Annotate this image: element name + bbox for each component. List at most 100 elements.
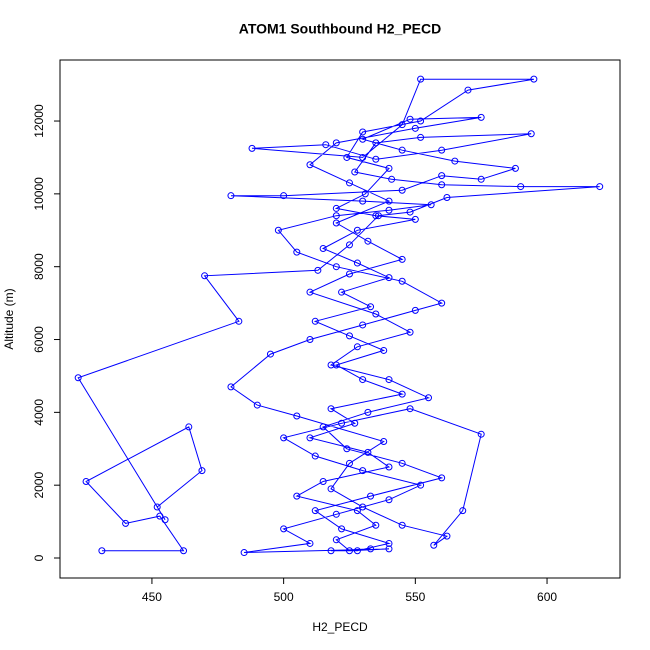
data-point xyxy=(385,164,393,172)
data-point xyxy=(306,288,314,296)
data-point xyxy=(306,161,314,169)
data-point xyxy=(530,75,538,83)
y-tick-label: 8000 xyxy=(32,253,46,280)
data-point xyxy=(311,452,319,460)
data-point xyxy=(367,545,375,553)
data-point xyxy=(477,175,485,183)
data-point xyxy=(240,549,248,557)
data-point xyxy=(406,115,414,123)
data-point xyxy=(311,507,319,515)
data-point xyxy=(338,525,346,533)
y-tick-label: 4000 xyxy=(32,399,46,426)
data-point xyxy=(477,113,485,121)
data-point xyxy=(385,274,393,282)
data-point xyxy=(198,467,206,475)
y-tick-label: 2000 xyxy=(32,472,46,499)
data-point xyxy=(353,343,361,351)
data-line xyxy=(77,78,600,553)
data-point xyxy=(319,478,327,486)
data-point xyxy=(353,226,361,234)
data-point xyxy=(438,474,446,482)
data-point xyxy=(411,306,419,314)
data-point xyxy=(306,539,314,547)
data-point xyxy=(417,117,425,125)
data-point xyxy=(332,204,340,212)
data-point xyxy=(398,277,406,285)
data-point xyxy=(527,130,535,138)
data-point xyxy=(122,519,130,527)
data-point xyxy=(451,157,459,165)
data-point xyxy=(406,208,414,216)
data-point xyxy=(380,346,388,354)
data-point xyxy=(406,328,414,336)
data-point xyxy=(319,244,327,252)
data-point xyxy=(161,516,169,524)
data-point xyxy=(156,512,164,520)
data-point xyxy=(153,503,161,511)
data-point xyxy=(511,164,519,172)
data-point xyxy=(411,124,419,132)
x-tick-label: 500 xyxy=(274,590,294,604)
data-point xyxy=(332,263,340,271)
data-point xyxy=(293,492,301,500)
data-point xyxy=(398,459,406,467)
data-point xyxy=(359,467,367,475)
data-point xyxy=(74,374,82,382)
data-point xyxy=(353,259,361,267)
data-point xyxy=(417,133,425,141)
data-point xyxy=(359,128,367,136)
data-point xyxy=(438,299,446,307)
y-tick-label: 0 xyxy=(32,554,46,561)
data-point xyxy=(82,478,90,486)
data-point xyxy=(359,197,367,205)
data-point xyxy=(332,212,340,220)
data-point xyxy=(311,317,319,325)
data-point xyxy=(98,547,106,555)
data-point xyxy=(345,332,353,340)
data-point xyxy=(438,172,446,180)
data-point xyxy=(385,206,393,214)
data-point xyxy=(367,303,375,311)
x-tick-label: 550 xyxy=(405,590,425,604)
data-point xyxy=(338,419,346,427)
data-point xyxy=(306,336,314,344)
data-point xyxy=(425,394,433,402)
data-point xyxy=(359,503,367,511)
data-point xyxy=(353,547,361,555)
y-tick-label: 6000 xyxy=(32,326,46,353)
y-tick-label: 12000 xyxy=(32,104,46,138)
data-point xyxy=(327,485,335,493)
data-point xyxy=(359,153,367,161)
data-point xyxy=(372,310,380,318)
data-point xyxy=(398,146,406,154)
data-point xyxy=(343,153,351,161)
data-point xyxy=(411,215,419,223)
data-point xyxy=(280,434,288,442)
y-axis-label: Altitude (m) xyxy=(2,288,16,349)
data-point xyxy=(332,219,340,227)
data-point xyxy=(372,155,380,163)
data-point xyxy=(332,139,340,147)
data-point xyxy=(438,181,446,189)
data-point xyxy=(385,496,393,504)
x-axis-label: H2_PECD xyxy=(312,620,368,634)
data-point xyxy=(364,237,372,245)
data-point xyxy=(427,201,435,209)
data-point xyxy=(443,532,451,540)
data-point xyxy=(327,405,335,413)
data-point xyxy=(345,179,353,187)
data-point xyxy=(398,390,406,398)
data-point xyxy=(343,445,351,453)
data-point xyxy=(374,212,382,220)
data-point xyxy=(306,434,314,442)
data-point xyxy=(332,510,340,518)
data-point xyxy=(477,430,485,438)
data-point xyxy=(438,146,446,154)
data-point xyxy=(322,141,330,149)
data-point xyxy=(364,408,372,416)
data-point xyxy=(359,135,367,143)
data-point xyxy=(338,288,346,296)
data-point xyxy=(372,521,380,529)
x-tick-label: 600 xyxy=(537,590,557,604)
data-point xyxy=(398,521,406,529)
